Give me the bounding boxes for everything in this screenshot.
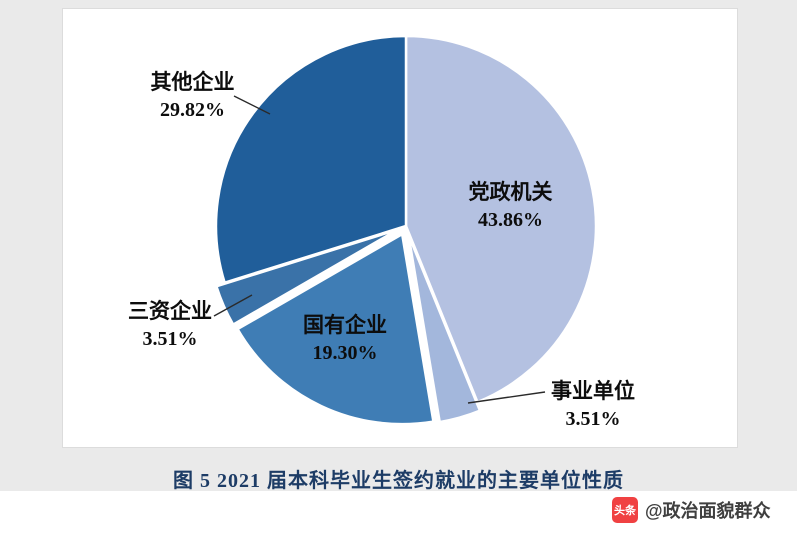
bottom-strip bbox=[0, 491, 797, 533]
callout-state-owned-pct: 19.30% bbox=[312, 342, 378, 364]
callout-other-enterprise-pct: 29.82% bbox=[160, 99, 225, 121]
callout-other-enterprise-label: 其他企业 bbox=[150, 70, 235, 94]
watermark: 头条 @政治面貌群众 bbox=[612, 497, 771, 523]
callout-state-owned-label: 国有企业 bbox=[303, 313, 387, 337]
leader-public-institution bbox=[467, 391, 546, 404]
callout-foreign-enterprise-label: 三资企业 bbox=[128, 299, 212, 323]
pie-slice-0 bbox=[404, 34, 598, 404]
pie-slice-1 bbox=[407, 233, 482, 424]
leader-foreign-enterprise bbox=[213, 294, 253, 317]
pie-slice-2 bbox=[236, 232, 435, 426]
leader-other-enterprise bbox=[233, 95, 271, 115]
pie-slice-4 bbox=[214, 34, 408, 284]
callout-party-gov: 党政机关 43.86% bbox=[428, 178, 593, 235]
callout-public-institution-pct: 3.51% bbox=[565, 408, 621, 430]
callout-state-owned: 国有企业 19.30% bbox=[267, 311, 423, 368]
pie-slice-3 bbox=[215, 228, 400, 326]
toutiao-logo-icon: 头条 bbox=[612, 497, 638, 523]
callout-other-enterprise: 其他企业 29.82% bbox=[115, 68, 270, 125]
figure-caption: 图 5 2021 届本科毕业生签约就业的主要单位性质 bbox=[173, 470, 624, 492]
callout-foreign-enterprise: 三资企业 3.51% bbox=[95, 297, 245, 354]
callout-public-institution-label: 事业单位 bbox=[551, 379, 635, 403]
callout-foreign-enterprise-pct: 3.51% bbox=[142, 328, 198, 350]
callout-party-gov-label: 党政机关 bbox=[468, 180, 553, 204]
callout-public-institution: 事业单位 3.51% bbox=[517, 377, 669, 434]
callout-party-gov-pct: 43.86% bbox=[478, 209, 543, 231]
watermark-handle: @政治面貌群众 bbox=[645, 501, 771, 521]
